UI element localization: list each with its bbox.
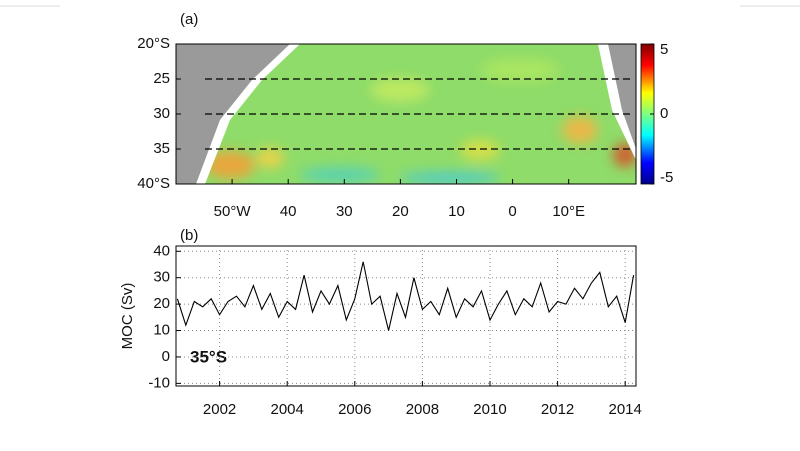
y-tick-label: 0 <box>162 348 170 365</box>
x-tick-label: 2010 <box>473 401 506 418</box>
y-tick-label: 30 <box>153 269 170 286</box>
series-line <box>176 261 635 331</box>
x-tick-label: 2004 <box>271 401 304 418</box>
y-tick-label: 35 <box>153 140 170 157</box>
x-tick-label: 2008 <box>406 401 439 418</box>
x-tick-label: 10 <box>448 203 465 220</box>
colorbar-tick-label: 5 <box>660 41 668 58</box>
y-tick-label: 20 <box>153 295 170 312</box>
x-tick-label: 2014 <box>608 401 641 418</box>
x-tick-label: 2006 <box>338 401 371 418</box>
y-tick-label: 40°S <box>137 175 170 192</box>
y-tick-label: 25 <box>153 70 170 87</box>
x-tick-label: 30 <box>336 203 353 220</box>
x-tick-label: 0 <box>508 203 516 220</box>
x-tick-label: 10°E <box>552 203 585 220</box>
y-tick-label: 30 <box>153 105 170 122</box>
x-tick-label: 2012 <box>541 401 574 418</box>
y-tick-label: 40 <box>153 242 170 259</box>
y-tick-label: 20°S <box>137 35 170 52</box>
x-tick-label: 20 <box>392 203 409 220</box>
x-tick-label: 2002 <box>203 401 236 418</box>
colorbar-tick-label: -5 <box>660 169 673 186</box>
panel-label: (a) <box>180 11 198 28</box>
y-tick-label: 10 <box>153 321 170 338</box>
colorbar-tick-label: 0 <box>660 105 668 122</box>
plot-frame <box>175 245 637 387</box>
x-tick-label: 50°W <box>214 203 252 220</box>
y-axis-label: MOC (Sv) <box>119 283 136 350</box>
x-tick-label: 40 <box>280 203 297 220</box>
y-tick-label: -10 <box>148 374 170 391</box>
panel-label: (b) <box>180 227 198 244</box>
